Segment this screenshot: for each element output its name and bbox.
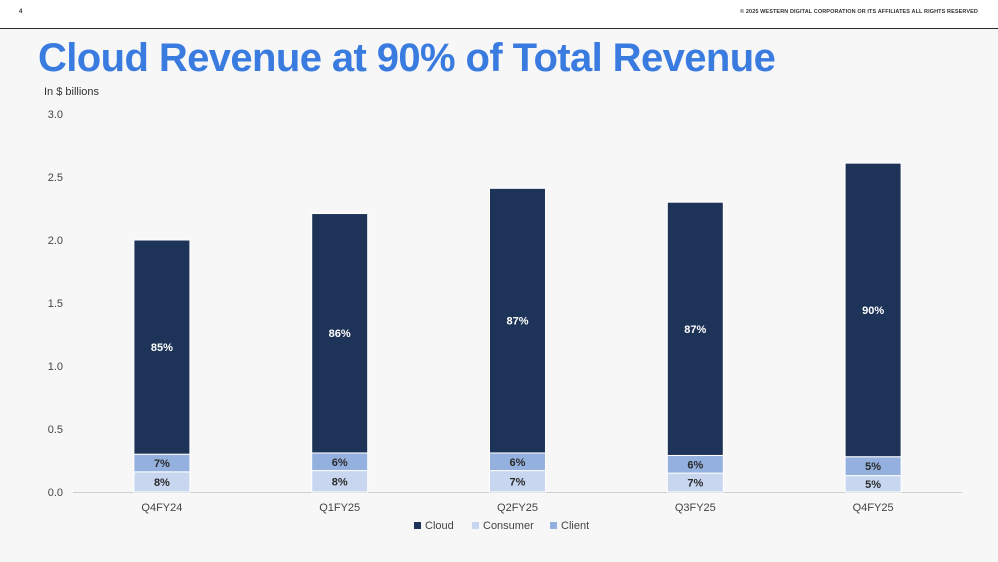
bar-segment-cloud	[666, 201, 724, 456]
y-tick-label: 0.5	[48, 424, 63, 436]
data-label-client: 6%	[332, 457, 348, 469]
bar-segment-cloud	[489, 187, 546, 454]
x-tick-label: Q2FY25	[497, 502, 538, 514]
data-label-cloud: 86%	[329, 328, 351, 340]
x-tick-label: Q4FY25	[853, 502, 894, 514]
data-label-cloud: 85%	[151, 342, 173, 354]
legend-label-client: Client	[561, 520, 589, 532]
x-tick-label: Q1FY25	[319, 502, 360, 514]
y-tick-label: 1.5	[48, 298, 63, 310]
legend-label-cloud: Cloud	[425, 520, 454, 532]
data-label-consumer: 8%	[154, 477, 170, 489]
data-label-consumer: 7%	[687, 478, 703, 490]
data-label-consumer: 5%	[865, 479, 881, 491]
y-tick-label: 0.0	[48, 487, 63, 499]
copyright-notice: © 2025 WESTERN DIGITAL CORPORATION OR IT…	[740, 9, 978, 15]
data-label-cloud: 90%	[862, 305, 884, 317]
y-tick-label: 2.5	[48, 172, 63, 184]
legend-swatch-client	[550, 522, 557, 529]
y-tick-label: 3.0	[48, 109, 63, 121]
data-label-client: 6%	[510, 457, 526, 469]
data-label-consumer: 7%	[510, 476, 526, 488]
bar-segment-cloud	[311, 213, 369, 454]
data-label-client: 7%	[154, 458, 170, 470]
page-number: 4	[19, 9, 23, 15]
data-label-consumer: 8%	[332, 476, 348, 488]
y-tick-label: 2.0	[48, 235, 63, 247]
y-tick-label: 1.0	[48, 361, 63, 373]
data-label-client: 6%	[687, 459, 703, 471]
x-tick-label: Q3FY25	[675, 502, 716, 514]
header-bar: 4 © 2025 WESTERN DIGITAL CORPORATION OR …	[0, 0, 998, 29]
data-label-cloud: 87%	[506, 316, 528, 328]
page-title: Cloud Revenue at 90% of Total Revenue	[38, 36, 776, 80]
x-tick-label: Q4FY24	[141, 502, 182, 514]
y-axis-unit-label: In $ billions	[44, 86, 100, 98]
bar-segment-cloud	[133, 239, 191, 455]
data-label-client: 5%	[865, 461, 881, 473]
bar-segment-cloud	[844, 162, 902, 458]
legend-swatch-consumer	[472, 522, 479, 529]
legend-label-consumer: Consumer	[483, 520, 534, 532]
legend-swatch-cloud	[414, 522, 421, 529]
data-label-cloud: 87%	[684, 324, 706, 336]
